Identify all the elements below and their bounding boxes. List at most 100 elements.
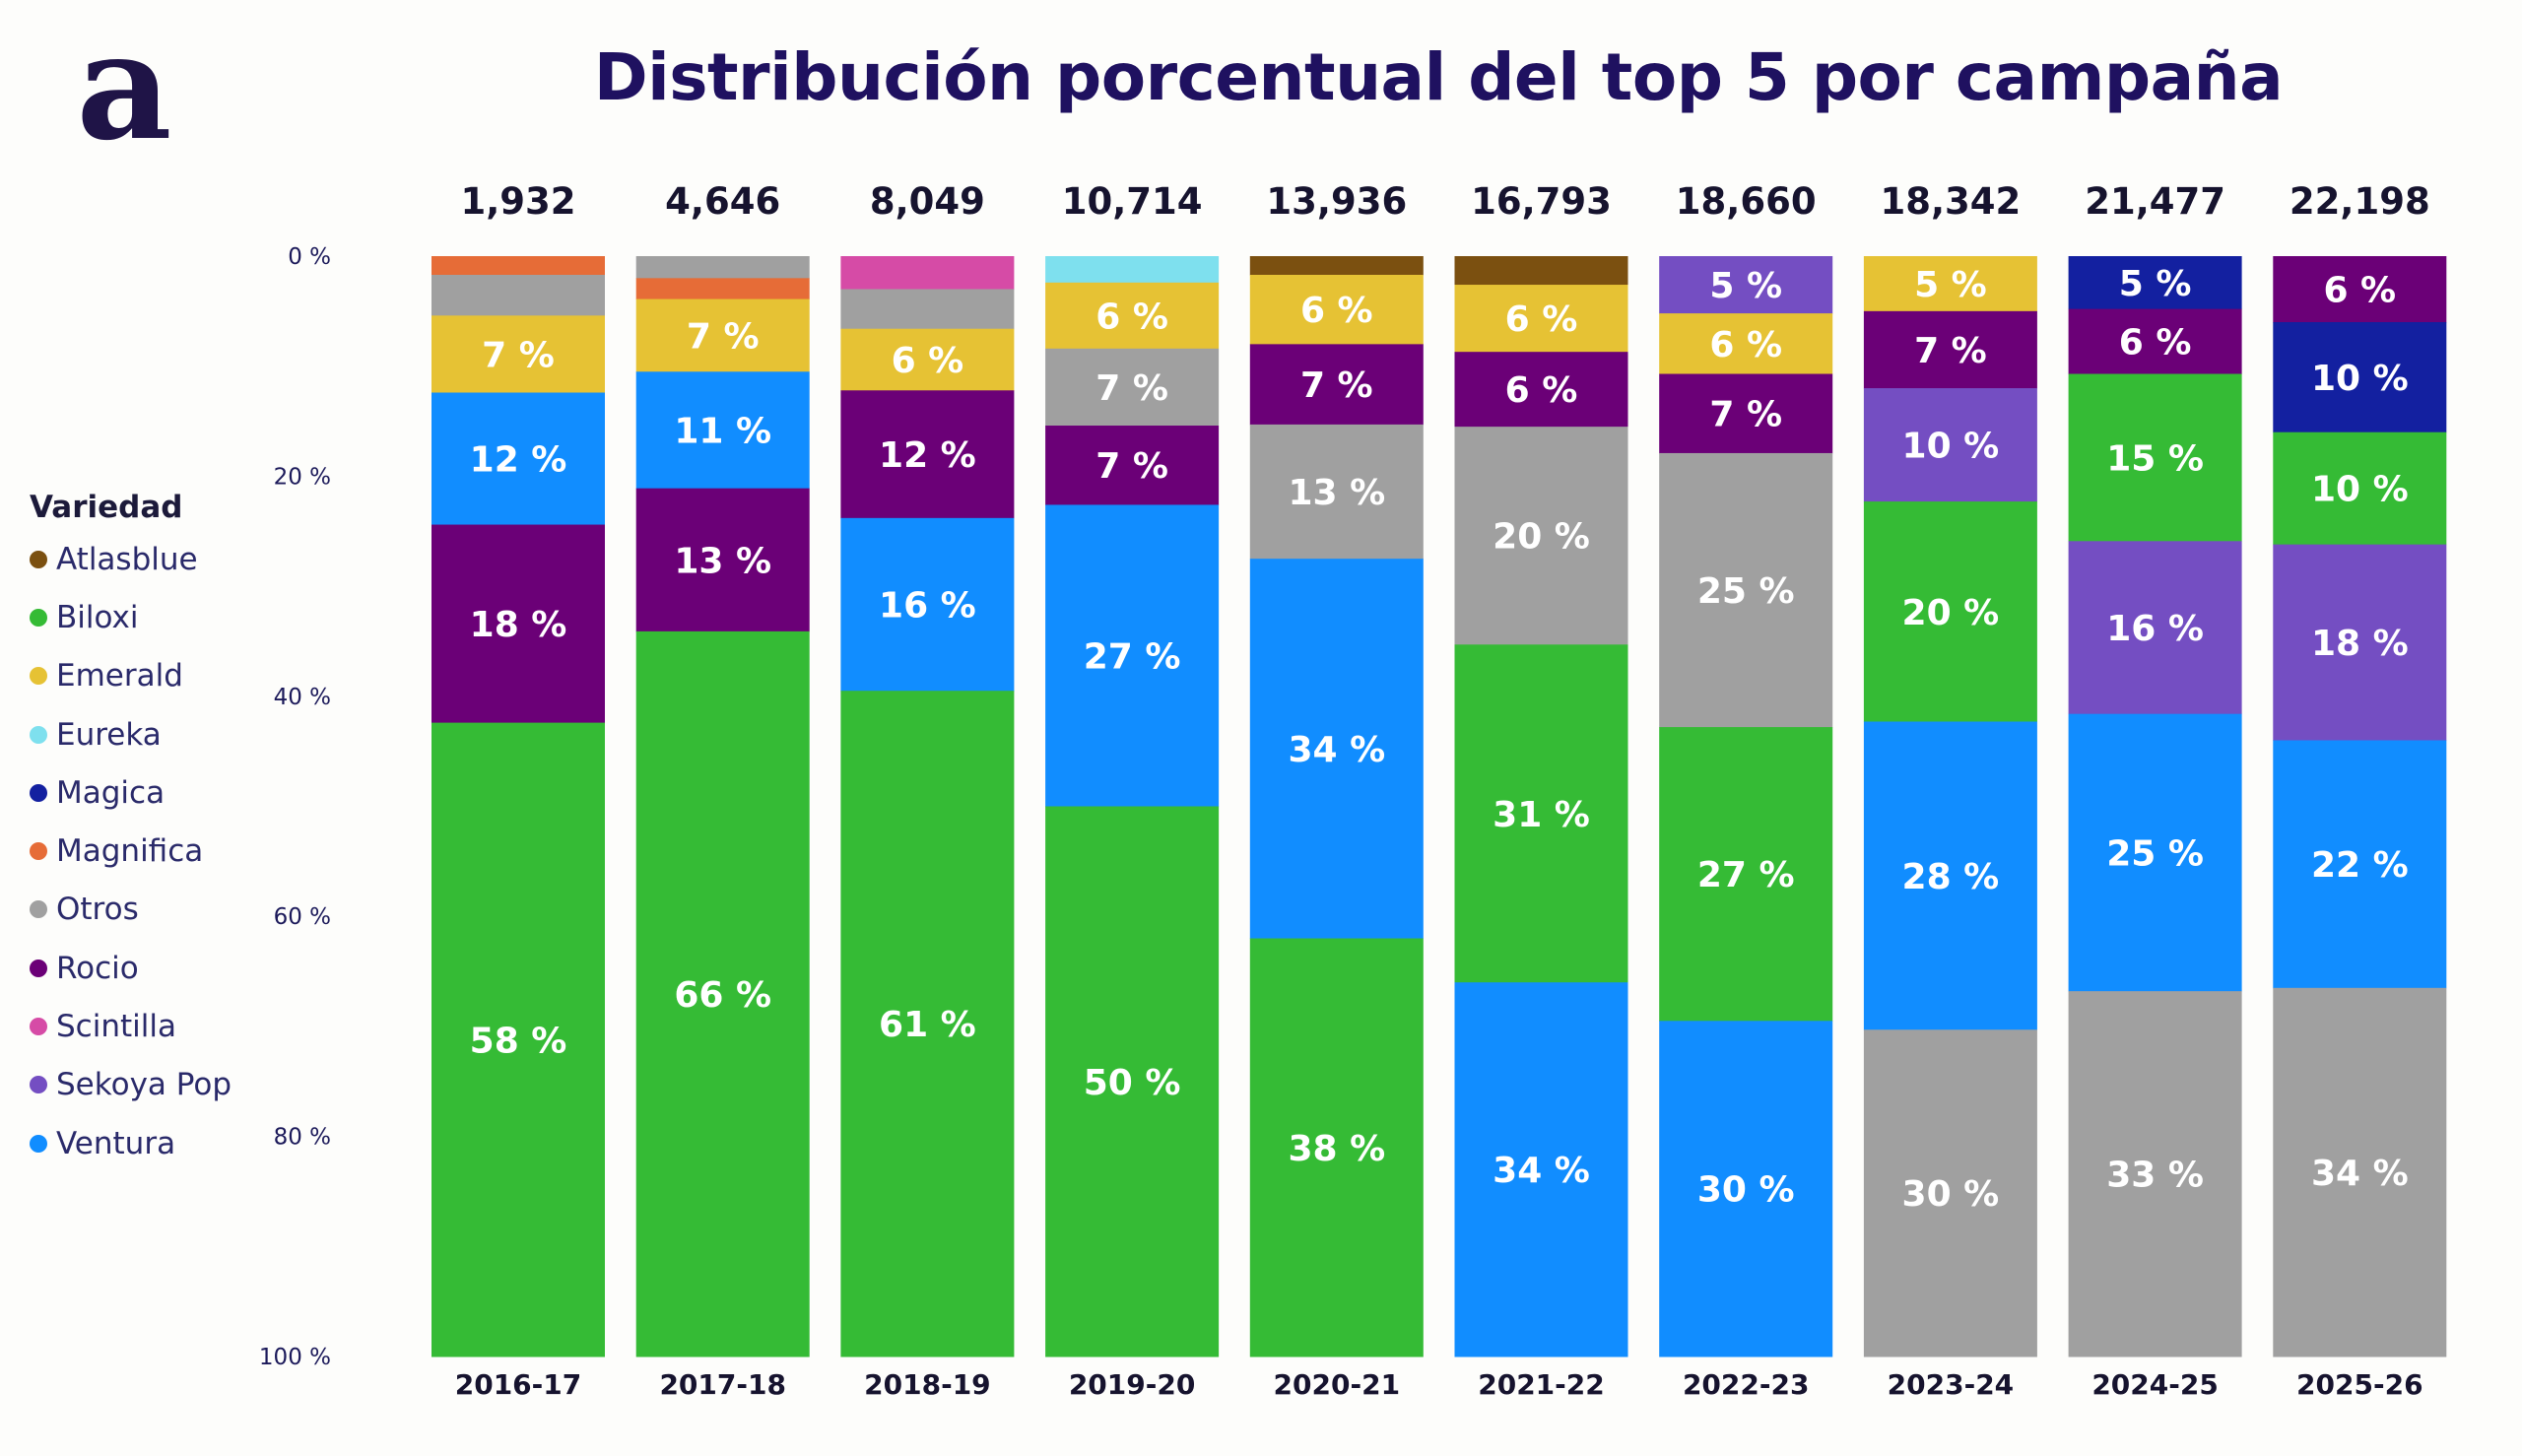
bar-segment-otros[interactable] xyxy=(1659,452,1833,728)
bar-segment-atlasblue[interactable] xyxy=(1454,256,1628,286)
bar-segment-ventura[interactable] xyxy=(1863,721,2037,1030)
segment-data-label: 34 % xyxy=(2311,1154,2409,1194)
bar-segment-rocio[interactable] xyxy=(431,524,605,724)
bar-segment-eureka[interactable] xyxy=(1045,256,1220,284)
x-tick-label: 2025-26 xyxy=(2296,1368,2423,1401)
bar-segment-otros[interactable] xyxy=(1863,1029,2037,1357)
bar-segment-biloxi[interactable] xyxy=(635,630,810,1357)
bar-segment-biloxi[interactable] xyxy=(2068,373,2242,542)
bar-segment-rocio[interactable] xyxy=(1045,426,1220,505)
legend-item[interactable]: Magica xyxy=(30,763,286,822)
segment-data-label: 6 % xyxy=(1505,299,1578,340)
bar-segment-ventura[interactable] xyxy=(840,517,1015,692)
segment-data-label: 58 % xyxy=(470,1021,567,1061)
bar-segment-sekoya-pop[interactable] xyxy=(2273,544,2447,741)
bar-segment-atlasblue[interactable] xyxy=(1249,256,1424,276)
segment-data-label: 7 % xyxy=(482,335,555,375)
bar-segment-biloxi[interactable] xyxy=(2273,431,2447,546)
legend-item[interactable]: Emerald xyxy=(30,647,286,705)
legend-item[interactable]: Scintilla xyxy=(30,997,286,1055)
y-tick-label: 0 % xyxy=(288,244,331,270)
bar-segment-emerald[interactable] xyxy=(431,315,605,394)
x-axis: 2016-17 2017-18 2018-19 2019-20 2020-21 2021-… xyxy=(455,1368,2423,1401)
legend-label: Eureka xyxy=(56,716,162,753)
bar-segment-biloxi[interactable] xyxy=(1454,644,1628,983)
segment-data-label: 16 % xyxy=(2106,609,2204,649)
bar-segment-rocio[interactable] xyxy=(840,390,1015,519)
legend-item[interactable]: Magnifica xyxy=(30,822,286,880)
bar-segment-emerald[interactable] xyxy=(635,298,810,372)
segment-data-label: 7 % xyxy=(687,316,760,357)
bar-segment-otros[interactable] xyxy=(431,274,605,316)
bar-segment-rocio[interactable] xyxy=(1454,352,1628,428)
bar-segment-ventura[interactable] xyxy=(431,392,605,526)
bar-segment-otros[interactable] xyxy=(2273,987,2447,1357)
bar-segment-emerald[interactable] xyxy=(1249,274,1424,345)
bar-segment-otros[interactable] xyxy=(1454,427,1628,645)
bar-segment-biloxi[interactable] xyxy=(431,722,605,1357)
bar-segment-biloxi[interactable] xyxy=(840,691,1015,1357)
legend-label: Scintilla xyxy=(56,1009,176,1045)
bar-segment-emerald[interactable] xyxy=(1454,285,1628,353)
bar-segment-ventura[interactable] xyxy=(2273,740,2447,989)
bar-segment-emerald[interactable] xyxy=(840,328,1015,391)
bar-total-label: 8,049 xyxy=(870,180,985,223)
bar-segment-magica[interactable] xyxy=(2273,322,2447,433)
bar-segment-otros[interactable] xyxy=(635,256,810,279)
legend-label: Magnifica xyxy=(56,833,204,870)
legend-marker-icon xyxy=(30,900,47,919)
bar-segment-biloxi[interactable] xyxy=(1863,501,2037,722)
y-tick-label: 100 % xyxy=(259,1345,331,1370)
bar-segment-ventura[interactable] xyxy=(2068,713,2242,992)
legend-item[interactable]: Otros xyxy=(30,881,286,939)
legend-item[interactable]: Atlasblue xyxy=(30,530,286,588)
x-tick-label: 2018-19 xyxy=(864,1368,991,1401)
bar-segment-ventura[interactable] xyxy=(1659,1021,1833,1357)
bar-segment-magica[interactable] xyxy=(2068,256,2242,310)
bar-segment-ventura[interactable] xyxy=(1454,982,1628,1357)
segment-data-label: 15 % xyxy=(2106,438,2204,479)
legend-label: Sekoya Pop xyxy=(56,1067,232,1103)
bar-segment-rocio[interactable] xyxy=(1249,344,1424,426)
y-tick-label: 80 % xyxy=(274,1125,331,1151)
bar-segment-sekoya-pop[interactable] xyxy=(1863,388,2037,502)
bar-segment-biloxi[interactable] xyxy=(1045,806,1220,1357)
bar-segment-biloxi[interactable] xyxy=(1659,727,1833,1022)
bar-total-label: 10,714 xyxy=(1062,180,1203,223)
bar-segment-emerald[interactable] xyxy=(1863,256,2037,312)
bar-segment-biloxi[interactable] xyxy=(1249,938,1424,1357)
x-tick-label: 2020-21 xyxy=(1274,1368,1401,1401)
legend-item[interactable]: Sekoya Pop xyxy=(30,1056,286,1114)
bar-total-label: 13,936 xyxy=(1266,180,1407,223)
legend-item[interactable]: Biloxi xyxy=(30,588,286,646)
bar-segment-emerald[interactable] xyxy=(1659,313,1833,375)
bar-2016-17: 7 % 12 % 18 % 58 % xyxy=(431,256,605,1357)
bar-total-label: 22,198 xyxy=(2290,180,2430,223)
bar-segment-rocio[interactable] xyxy=(1863,310,2037,389)
segment-data-label: 6 % xyxy=(1505,370,1578,411)
bar-segment-otros[interactable] xyxy=(2068,991,2242,1357)
bar-segment-rocio[interactable] xyxy=(1659,373,1833,454)
bar-segment-rocio[interactable] xyxy=(635,488,810,632)
bar-segment-ventura[interactable] xyxy=(1045,504,1220,807)
bar-segment-rocio[interactable] xyxy=(2273,256,2447,323)
bar-segment-otros[interactable] xyxy=(1249,424,1424,560)
bar-segment-emerald[interactable] xyxy=(1045,282,1220,350)
legend-marker-icon xyxy=(30,783,47,802)
bar-segment-ventura[interactable] xyxy=(1249,559,1424,940)
legend-item[interactable]: Ventura xyxy=(30,1114,286,1172)
bar-segment-otros[interactable] xyxy=(840,289,1015,330)
bar-segment-ventura[interactable] xyxy=(635,371,810,490)
bar-segment-sekoya-pop[interactable] xyxy=(1659,256,1833,314)
bar-total-label: 1,932 xyxy=(460,180,575,223)
bar-segment-sekoya-pop[interactable] xyxy=(2068,541,2242,715)
segment-data-label: 27 % xyxy=(1084,636,1181,677)
bar-segment-otros[interactable] xyxy=(1045,348,1220,427)
bar-segment-scintilla[interactable] xyxy=(840,256,1015,291)
legend-item[interactable]: Rocio xyxy=(30,939,286,997)
bar-segment-magnifica[interactable] xyxy=(635,278,810,300)
legend-label: Rocio xyxy=(56,950,139,986)
bar-segment-magnifica[interactable] xyxy=(431,256,605,276)
bar-segment-rocio[interactable] xyxy=(2068,308,2242,375)
legend-item[interactable]: Eureka xyxy=(30,705,286,763)
